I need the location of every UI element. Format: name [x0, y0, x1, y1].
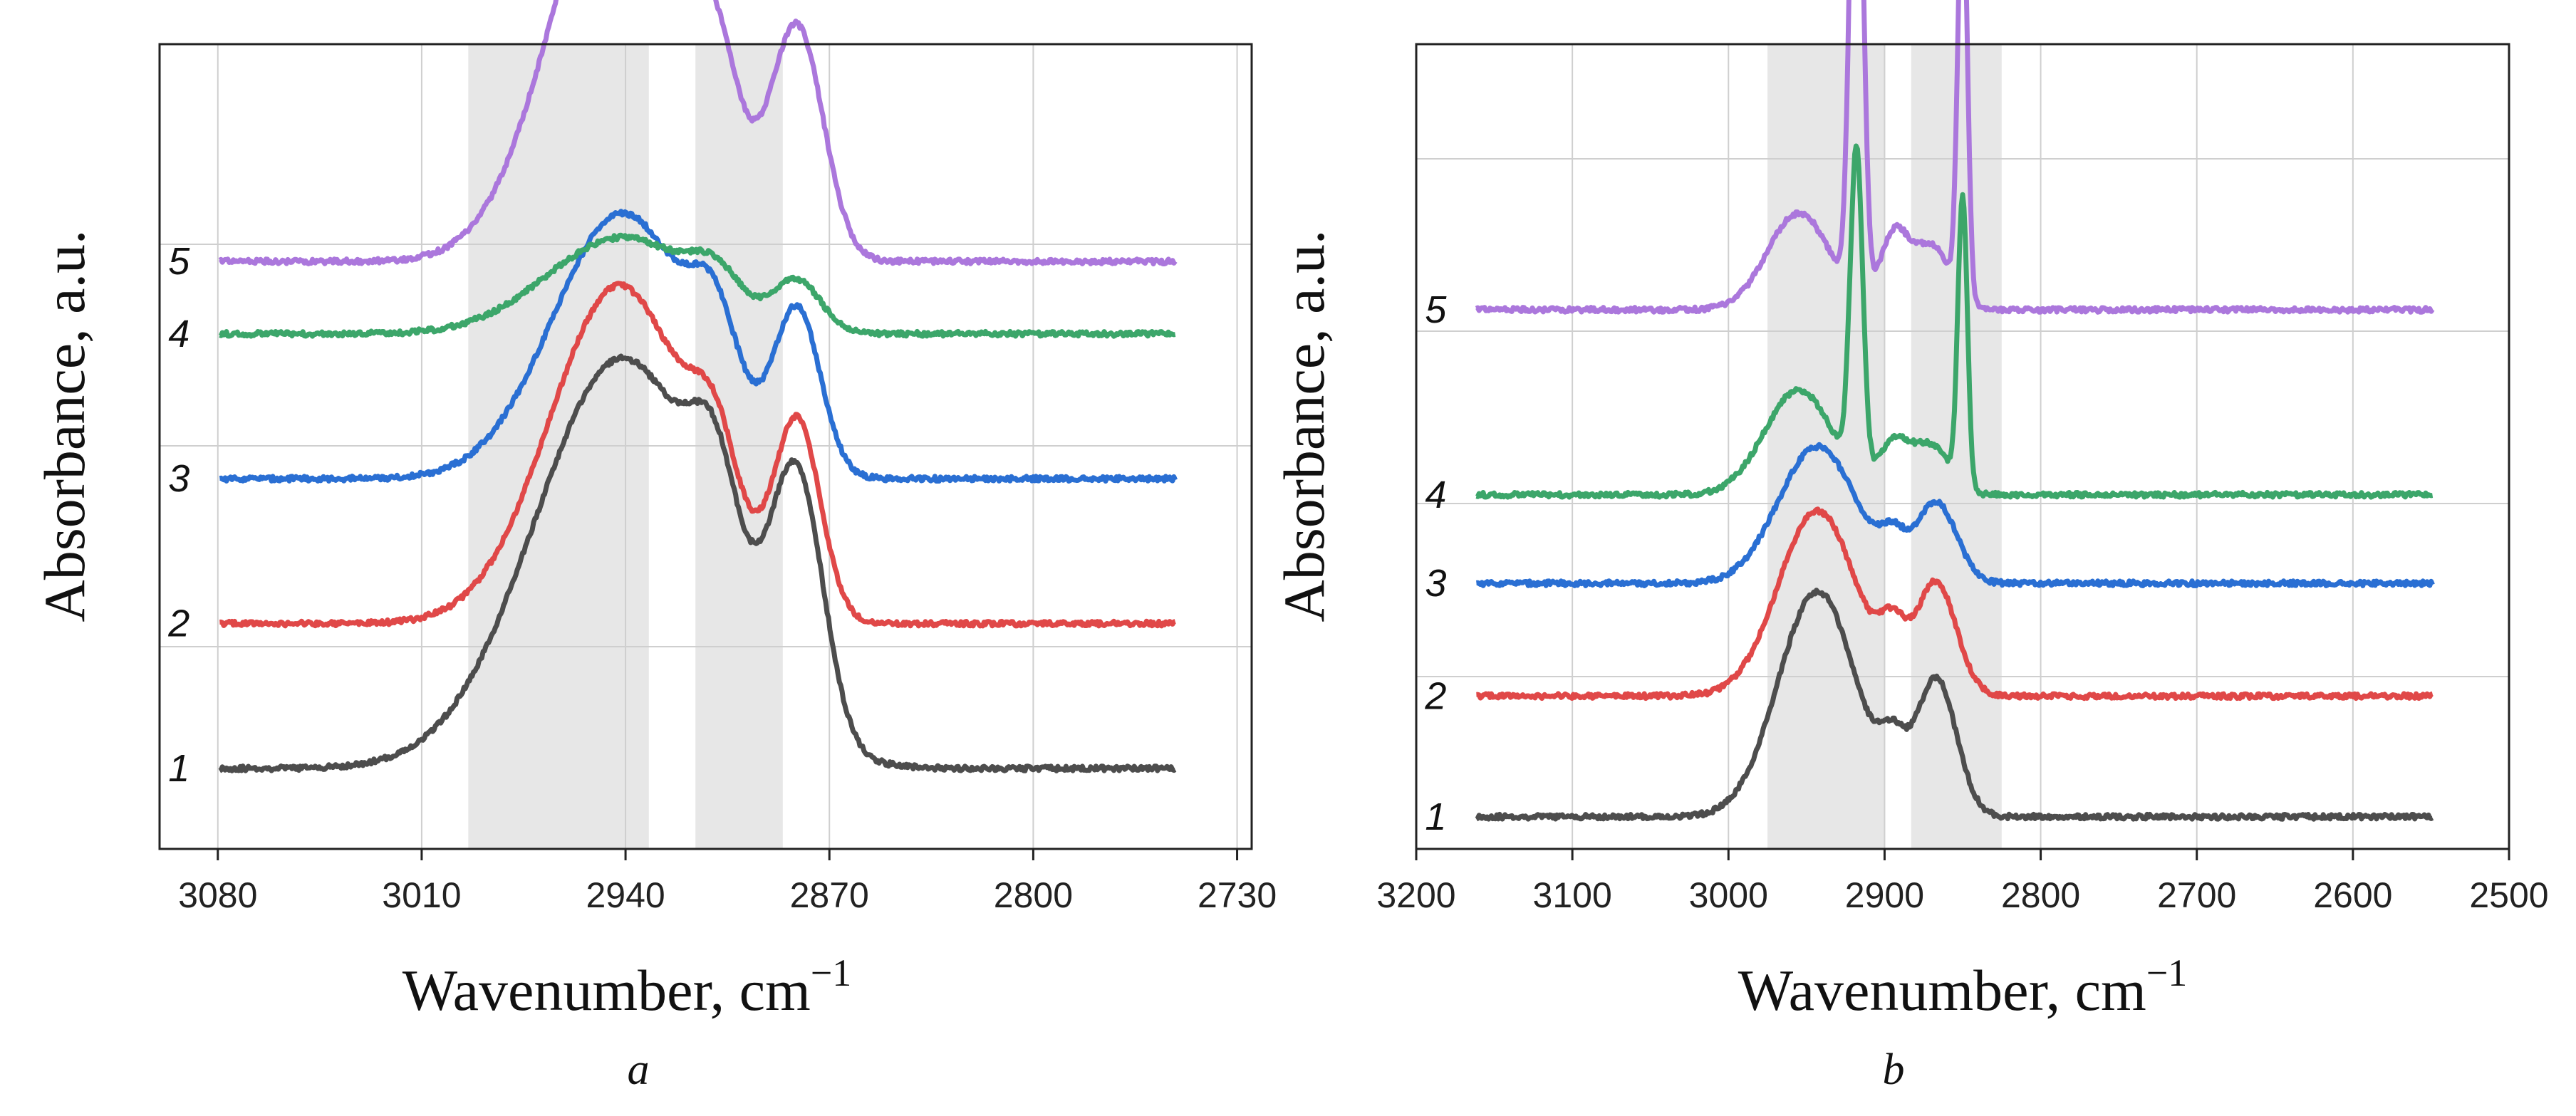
panel-a-curve-label-3: 3 [168, 457, 189, 500]
panel-b-xtick-label-6: 2700 [2157, 875, 2236, 915]
panel-a-curve-4 [218, 232, 1177, 339]
panel-b-curve-label-2: 2 [1424, 674, 1446, 717]
panel-a-xtick-label-3: 2940 [586, 875, 665, 915]
panel-a-xtick-label-5: 2800 [994, 875, 1073, 915]
panel-a-chart: 3080 3010 2940 2870 2800 2730 1 2 3 4 5 Wavenumbe… [32, 0, 1277, 1094]
panel-a-xtick-label-6: 2730 [1198, 875, 1277, 915]
panel-a-xtick-label-1: 3080 [178, 875, 257, 915]
panel-a-xlabel: Wavenumber, cm [402, 958, 811, 1023]
panel-a-curve-label-1: 1 [168, 747, 189, 790]
panel-b-chart: 3200 3100 3000 2900 2800 2700 2600 2500 1 2 3 4 5 W… [1272, 0, 2549, 1094]
panel-b-label: b [1883, 1045, 1905, 1094]
panel-b-xtick-label-8: 2500 [2469, 875, 2548, 915]
panel-b-xlabel: Wavenumber, cm [1738, 958, 2146, 1023]
panel-a-curve-label-5: 5 [168, 240, 190, 283]
panel-a-curve-label-2: 2 [167, 603, 189, 645]
panel-b-plot-frame [1415, 43, 2510, 850]
panel-a-x-axis-title: Wavenumber, cm−1 [402, 951, 851, 1023]
panel-b-curve-2 [1475, 506, 2434, 702]
panel-a-label: a [628, 1045, 650, 1094]
panel-b-xtick-label-7: 2600 [2313, 875, 2392, 915]
panel-b-curve-4 [1475, 143, 2434, 500]
panel-a-plot-frame [158, 43, 1253, 850]
panel-a-xlabel-sup: −1 [811, 951, 851, 994]
panel-b-curve-label-1: 1 [1425, 796, 1446, 838]
panel-a-curves [218, 0, 1178, 773]
panel-b-xtick-label-4: 2900 [1845, 875, 1924, 915]
panel-b-curve-label-5: 5 [1425, 288, 1447, 331]
panel-b-ticks: 3200 3100 3000 2900 2800 2700 2600 2500 [1376, 849, 2549, 915]
panel-b-curves [1475, 0, 2435, 822]
panel-a-xtick-label-4: 2870 [790, 875, 869, 915]
panel-b-frame [1415, 43, 2510, 850]
panel-b-xtick-label-2: 3100 [1533, 875, 1612, 915]
panel-b-y-axis-title: Absorbance, a.u. [1272, 229, 1336, 622]
panel-a-curve-5 [218, 0, 1178, 266]
panel-a-grid [160, 44, 1252, 849]
panel-a-curve-2 [218, 281, 1177, 629]
panel-a-y-axis-title: Absorbance, a.u. [32, 229, 97, 622]
panel-a-curve-3 [218, 209, 1178, 484]
panel-b-curve-1 [1475, 588, 2434, 822]
panel-b-x-axis-title: Wavenumber, cm−1 [1738, 951, 2187, 1023]
panel-a-curve-labels: 1 2 3 4 5 [167, 240, 190, 790]
panel-a-curve-1 [218, 353, 1177, 773]
panel-b-xtick-label-3: 3000 [1689, 875, 1768, 915]
panel-b-grid [1416, 44, 2509, 849]
panel-b-xtick-label-5: 2800 [2001, 875, 2080, 915]
panel-b-curve-3 [1475, 442, 2435, 588]
panel-a-frame [158, 43, 1253, 850]
panel-a-ticks: 3080 3010 2940 2870 2800 2730 [178, 849, 1277, 915]
panel-b-curve-5 [1475, 0, 2435, 315]
panel-b-curve-label-4: 4 [1425, 474, 1446, 516]
panel-a-xtick-label-2: 3010 [382, 875, 461, 915]
panel-b-curve-labels: 1 2 3 4 5 [1424, 288, 1447, 838]
panel-b-xlabel-sup: −1 [2146, 951, 2187, 994]
panel-a-curve-label-4: 4 [168, 313, 189, 355]
panel-b-xtick-label-1: 3200 [1376, 875, 1455, 915]
panel-b-curve-label-3: 3 [1425, 562, 1446, 605]
